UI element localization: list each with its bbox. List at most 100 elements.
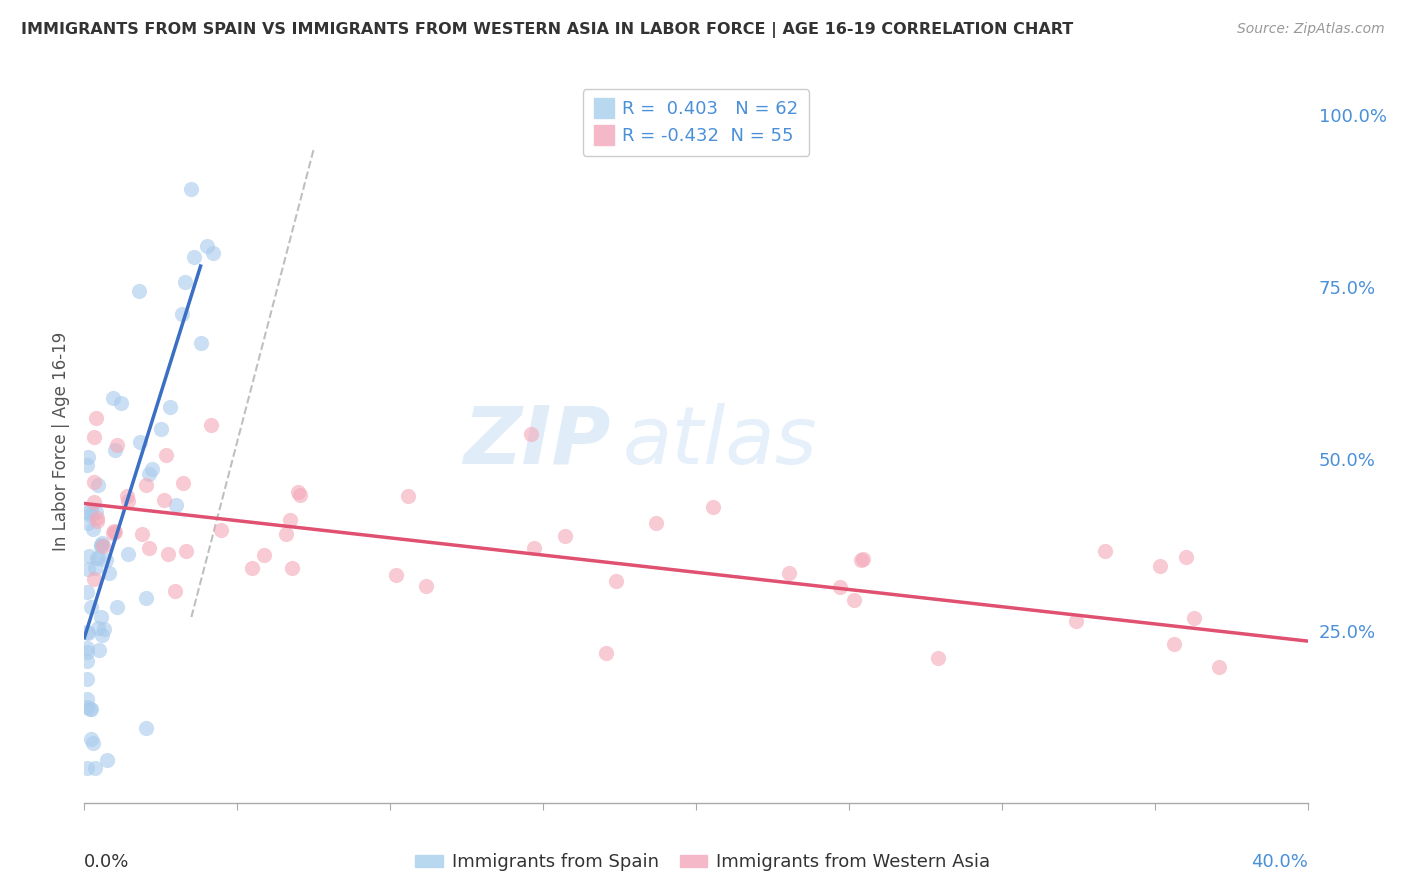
Point (104, 525, 127, 540)
Point (384, 568, 406, 582)
Point (77, 516, 100, 531)
Point (101, 391, 124, 405)
Y-axis label: In Labor Force | Age 16-19: In Labor Force | Age 16-19 (52, 332, 70, 551)
Point (149, 422, 172, 436)
Point (276, 527, 298, 541)
Point (415, 579, 437, 593)
Point (128, 284, 150, 298)
Point (86, 478, 108, 492)
Point (195, 239, 218, 253)
Point (141, 462, 163, 476)
Point (76, 692, 98, 706)
Point (76, 624, 98, 639)
Point (103, 525, 125, 540)
Point (93, 540, 115, 554)
Point (105, 438, 128, 452)
Point (1208, 659, 1230, 673)
Point (172, 307, 194, 321)
Point (105, 600, 128, 615)
Text: 40.0%: 40.0% (1251, 854, 1308, 871)
Text: IMMIGRANTS FROM SPAIN VS IMMIGRANTS FROM WESTERN ASIA IN LABOR FORCE | AGE 16-19: IMMIGRANTS FROM SPAIN VS IMMIGRANTS FROM… (21, 22, 1073, 38)
Point (86, 511, 108, 525)
Point (87, 642, 110, 657)
Point (77, 562, 100, 576)
Point (82, 735, 104, 749)
Point (83, 430, 105, 444)
Point (190, 336, 212, 351)
Point (135, 722, 157, 736)
Point (76, 672, 98, 686)
Point (1163, 637, 1185, 651)
Text: 0.0%: 0.0% (84, 854, 129, 871)
Point (77, 625, 100, 640)
Point (209, 524, 232, 538)
Point (176, 544, 198, 558)
Point (183, 250, 205, 264)
Point (135, 477, 157, 491)
Point (852, 551, 875, 566)
Point (180, 182, 202, 196)
Point (519, 426, 541, 441)
Point (86, 551, 108, 566)
Text: atlas: atlas (623, 402, 817, 481)
Point (93, 622, 115, 636)
Point (84, 506, 107, 520)
Point (103, 524, 125, 538)
Point (523, 541, 546, 555)
Point (1094, 544, 1116, 558)
Point (76, 654, 98, 668)
Text: Source: ZipAtlas.com: Source: ZipAtlas.com (1237, 22, 1385, 37)
Point (131, 526, 153, 541)
Point (77, 549, 100, 564)
Point (84, 761, 107, 775)
Point (287, 484, 309, 499)
Point (90, 628, 112, 642)
Point (152, 493, 174, 508)
Point (135, 591, 157, 605)
Point (115, 489, 138, 503)
Point (83, 475, 105, 490)
Point (201, 245, 224, 260)
Point (96, 752, 118, 766)
Point (200, 418, 222, 433)
Point (76, 450, 98, 465)
Point (90, 536, 112, 550)
Point (554, 529, 576, 543)
Point (76, 458, 98, 472)
Point (778, 566, 800, 581)
Point (1174, 549, 1197, 564)
Point (278, 513, 301, 527)
Point (90, 610, 112, 624)
Point (159, 400, 181, 414)
Point (280, 561, 302, 575)
Point (165, 584, 187, 599)
Legend: Immigrants from Spain, Immigrants from Western Asia: Immigrants from Spain, Immigrants from W… (408, 847, 998, 879)
Point (83, 572, 105, 586)
Point (253, 549, 276, 563)
Point (172, 475, 194, 490)
Point (288, 488, 311, 502)
Point (80, 508, 103, 522)
Point (595, 646, 617, 660)
Point (117, 494, 139, 508)
Point (165, 499, 187, 513)
Point (94, 553, 117, 567)
Point (605, 574, 627, 588)
Point (104, 443, 127, 458)
Point (86, 411, 108, 425)
Point (83, 495, 105, 509)
Point (90, 539, 112, 553)
Point (844, 592, 866, 607)
Point (97, 566, 120, 581)
Point (1149, 558, 1171, 573)
Point (396, 490, 419, 504)
Legend: R =  0.403   N = 62, R = -0.432  N = 55: R = 0.403 N = 62, R = -0.432 N = 55 (582, 89, 810, 156)
Point (76, 700, 98, 714)
Point (174, 276, 197, 290)
Point (76, 645, 98, 659)
Point (76, 585, 98, 599)
Point (644, 516, 666, 530)
Point (155, 448, 177, 462)
Point (76, 761, 98, 775)
Point (702, 500, 724, 514)
